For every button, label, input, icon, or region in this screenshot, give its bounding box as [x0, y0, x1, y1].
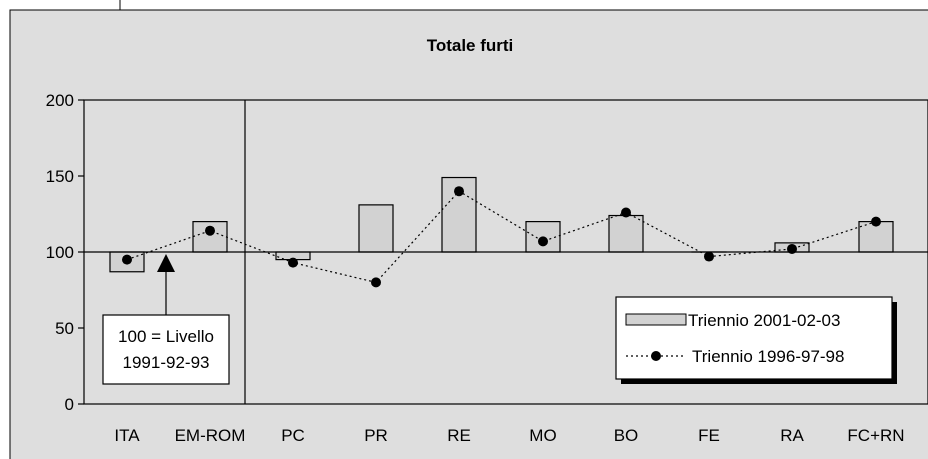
chart-title: Totale furti — [427, 36, 514, 55]
bar-bo — [608, 214, 644, 253]
line-series — [122, 186, 881, 288]
line-point-fc-rn — [871, 216, 881, 227]
x-tick-label: MO — [529, 426, 556, 445]
line-point-fe — [704, 251, 714, 262]
line-point-mo — [538, 236, 548, 247]
x-tick-label: PR — [364, 426, 388, 445]
line-point-bo — [621, 207, 631, 218]
legend-box — [615, 296, 893, 380]
legend-label-line: Triennio 1996-97-98 — [692, 347, 844, 366]
x-tick-label: RE — [447, 426, 471, 445]
bar-pr — [358, 204, 394, 253]
x-tick-label: RA — [780, 426, 804, 445]
legend-bar-swatch — [625, 313, 687, 326]
line-point-re — [454, 186, 464, 197]
x-tick-label: PC — [281, 426, 305, 445]
callout-arrow-head — [157, 254, 175, 272]
callout-line-2: 1991-92-93 — [123, 353, 210, 372]
x-tick-label: FC+RN — [847, 426, 904, 445]
callout-box — [102, 314, 230, 385]
y-tick-label: 150 — [46, 167, 74, 186]
y-axis: 0 50 100 150 200 — [46, 91, 84, 414]
y-tick-label: 0 — [65, 395, 74, 414]
line-series-path — [126, 190, 877, 284]
x-tick-label: ITA — [114, 426, 140, 445]
x-axis: ITA EM-ROM PC PR RE MO BO FE RA FC+RN — [114, 426, 904, 445]
line-point-ra — [787, 243, 797, 254]
legend: Triennio 2001-02-03 Triennio 1996-97-98 — [615, 296, 897, 384]
line-point-pc — [288, 257, 298, 268]
baseline-callout: 100 = Livello 1991-92-93 — [102, 254, 230, 385]
y-tick-label: 200 — [46, 91, 74, 110]
line-point-ita — [122, 254, 132, 265]
legend-line-marker — [651, 351, 661, 361]
x-tick-label: FE — [698, 426, 720, 445]
line-point-pr — [371, 277, 381, 288]
y-tick-label: 50 — [55, 319, 74, 338]
y-tick-label: 100 — [46, 243, 74, 262]
callout-line-1: 100 = Livello — [118, 327, 214, 346]
x-tick-label: BO — [614, 426, 639, 445]
line-point-em-rom — [205, 225, 215, 236]
x-tick-label: EM-ROM — [175, 426, 246, 445]
legend-label-bars: Triennio 2001-02-03 — [688, 311, 840, 330]
